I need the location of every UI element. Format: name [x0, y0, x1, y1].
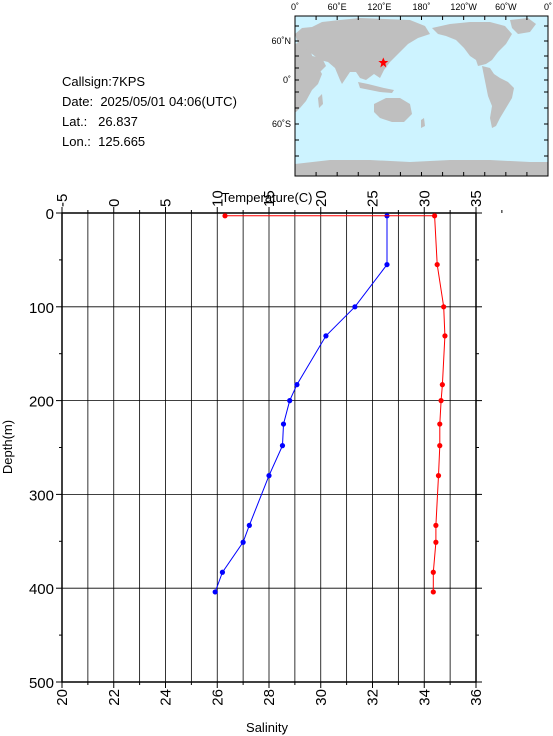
salinity-tick-label: 34 [416, 689, 433, 706]
salinity-data-point [433, 522, 439, 528]
salinity-data-point [442, 333, 448, 339]
temperature-tick-label: 5 [158, 199, 175, 207]
temperature-axis-label: Temperature(C) [221, 190, 312, 205]
depth-tick-label: 200 [29, 394, 54, 411]
temperature-data-point [294, 382, 300, 388]
map-latitude-label: 60˚N [271, 36, 291, 46]
salinity-tick-label: 30 [313, 689, 330, 706]
temperature-tick-label: 20 [313, 190, 330, 207]
depth-tick-label: 300 [29, 487, 54, 504]
latitude-value: 26.837 [98, 114, 138, 129]
salinity-data-point [439, 382, 445, 388]
salinity-tick-label: 26 [209, 689, 226, 706]
temperature-tick-label: 25 [365, 190, 382, 207]
longitude-label: Lon.: [62, 134, 91, 149]
temperature-data-point [266, 473, 272, 479]
depth-tick-labels: 0 100 200 300 400 500 [29, 206, 54, 692]
temperature-tick-labels: -5 0 5 10 15 20 25 30 35 [54, 190, 485, 207]
temperature-tick-label: 0 [106, 199, 123, 207]
map-longitude-label: 120˚W [450, 2, 477, 12]
salinity-data-point [434, 261, 440, 268]
chart-axis-ticks [56, 207, 503, 688]
map-longitude-label: 60˚E [328, 2, 347, 12]
map-latitude-label: 60˚S [272, 119, 291, 129]
salinity-data-point [437, 421, 443, 427]
temperature-data-point [287, 398, 293, 404]
temperature-data-point [246, 522, 252, 528]
temperature-data-point [279, 443, 286, 449]
temperature-data-point [384, 261, 390, 268]
salinity-data-point [438, 398, 444, 404]
salinity-tick-labels: 20 22 24 26 28 30 32 34 36 [54, 689, 485, 706]
callsign-text: Callsign:7KPS [62, 74, 146, 89]
salinity-data-point [430, 589, 436, 595]
salinity-profile-line [225, 215, 446, 592]
salinity-data-point [432, 213, 438, 219]
salinity-tick-label: 32 [365, 689, 382, 706]
salinity-tick-label: 22 [106, 689, 123, 706]
salinity-data-point [430, 569, 436, 575]
temperature-tick-label: 30 [416, 190, 433, 207]
salinity-tick-label: 36 [468, 689, 485, 706]
map-latitude-label: 0˚ [283, 75, 291, 85]
map-land [295, 18, 548, 176]
temperature-tick-label: 15 [261, 190, 278, 207]
latitude-label: Lat.: [62, 114, 88, 129]
temperature-data-point [240, 539, 246, 545]
map-longitude-label: 0˚ [544, 2, 552, 12]
salinity-data-point [435, 473, 442, 479]
map-longitude-label: 60˚W [495, 2, 517, 12]
temperature-data-point [219, 569, 226, 575]
map-latitude-labels: 60˚N 0˚ 60˚S [271, 36, 291, 129]
map-longitude-label: 0˚ [291, 2, 299, 12]
temperature-tick-label: 10 [209, 190, 226, 207]
latitude-row: Lat.: 26.837 [62, 114, 138, 130]
depth-tick-label: 400 [29, 581, 54, 598]
temperature-tick-label: -5 [54, 194, 71, 207]
salinity-data-point [437, 443, 443, 449]
station-star-icon [378, 57, 389, 68]
salinity-data-point [441, 304, 447, 310]
longitude-value: 125.665 [98, 134, 146, 149]
station-location-marker [378, 57, 389, 68]
salinity-tick-label: 28 [261, 689, 278, 706]
salinity-axis-label: Salinity [246, 720, 288, 735]
temperature-tick-label: 35 [468, 190, 485, 207]
profile-series [212, 213, 448, 595]
date-value: 2025/05/01 04:06(UTC) [100, 94, 237, 109]
depth-tick-label: 500 [29, 675, 54, 692]
temperature-data-point [323, 333, 329, 339]
date-row: Date: 2025/05/01 04:06(UTC) [62, 94, 237, 110]
temperature-data-point [352, 304, 358, 310]
date-label: Date: [62, 94, 94, 109]
depth-axis-label: Depth(m) [0, 420, 15, 474]
salinity-tick-label: 20 [54, 689, 71, 706]
map-longitude-label: 120˚E [367, 2, 391, 12]
salinity-data-point [433, 539, 439, 545]
map-longitude-labels: 0˚ 60˚E 120˚E 180˚ 120˚W 60˚W 0˚ [291, 2, 552, 12]
temperature-data-point [212, 589, 218, 595]
profile-chart: -5 0 5 10 15 20 25 30 35 20 22 24 26 28 30 32 34 36 0100… [0, 190, 503, 735]
longitude-row: Lon.: 125.665 [62, 134, 145, 150]
salinity-tick-label: 24 [158, 689, 175, 706]
salinity-data-point [222, 213, 228, 219]
map-frame-ticks [294, 16, 549, 176]
depth-tick-label: 0 [46, 206, 54, 223]
map-longitude-label: 180˚ [412, 2, 430, 12]
depth-tick-label: 100 [29, 300, 54, 317]
chart-grid [61, 212, 477, 683]
temperature-data-point [280, 421, 287, 427]
world-map: 0˚ 60˚E 120˚E 180˚ 120˚W 60˚W 0˚ 60˚N 0˚ 60˚S [271, 2, 552, 177]
